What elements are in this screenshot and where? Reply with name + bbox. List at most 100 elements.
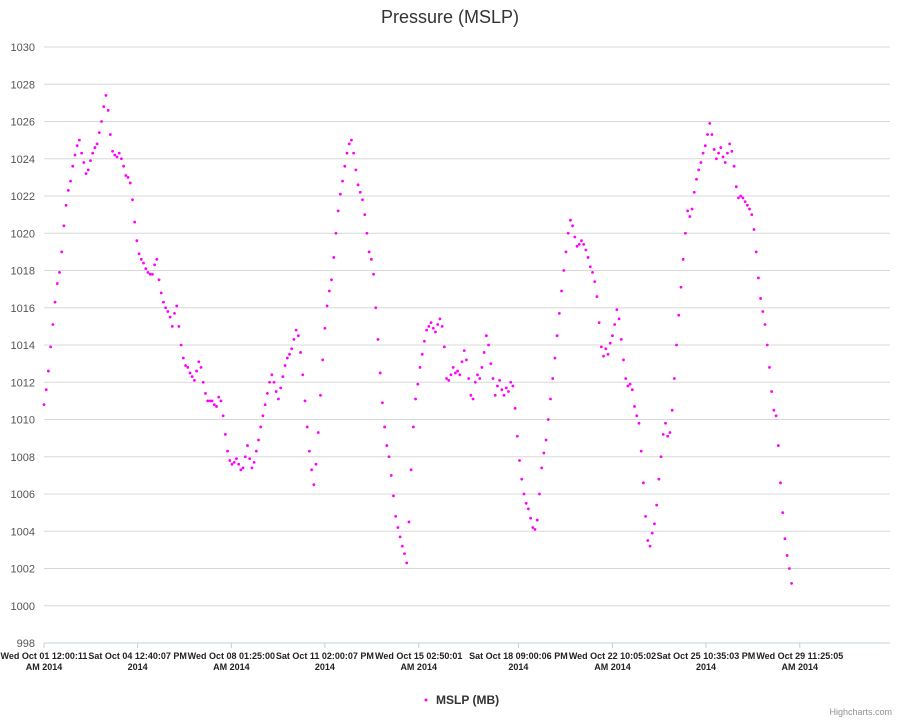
data-point[interactable] (104, 94, 108, 97)
data-point[interactable] (615, 308, 619, 312)
data-point[interactable] (434, 330, 437, 334)
data-point[interactable] (599, 345, 603, 349)
data-point[interactable] (710, 133, 714, 136)
data-point[interactable] (706, 133, 709, 136)
data-point[interactable] (542, 451, 546, 455)
data-point[interactable] (173, 311, 176, 315)
data-point[interactable] (436, 323, 440, 326)
data-point[interactable] (613, 323, 617, 326)
data-point[interactable] (690, 207, 694, 211)
data-point[interactable] (456, 369, 459, 373)
data-point[interactable] (159, 291, 163, 295)
data-point[interactable] (467, 377, 471, 380)
data-point[interactable] (95, 142, 99, 146)
data-point[interactable] (341, 179, 344, 183)
data-point[interactable] (739, 194, 743, 198)
data-point[interactable] (622, 358, 625, 362)
data-point[interactable] (757, 276, 760, 280)
data-point[interactable] (252, 460, 256, 464)
data-point[interactable] (785, 554, 789, 557)
data-point[interactable] (71, 164, 75, 168)
data-point[interactable] (779, 481, 782, 485)
data-point[interactable] (93, 146, 97, 149)
legend-marker-mslp[interactable] (424, 698, 428, 702)
data-point[interactable] (332, 256, 336, 259)
data-point[interactable] (102, 105, 106, 108)
data-point[interactable] (544, 438, 548, 442)
data-point[interactable] (168, 315, 172, 319)
data-point[interactable] (624, 377, 628, 380)
data-point[interactable] (296, 334, 300, 338)
data-point[interactable] (75, 144, 79, 148)
data-point[interactable] (126, 175, 130, 179)
data-point[interactable] (246, 444, 249, 447)
data-point[interactable] (648, 544, 652, 548)
data-point[interactable] (741, 196, 745, 200)
data-point[interactable] (679, 285, 683, 289)
data-point[interactable] (557, 311, 561, 315)
data-point[interactable] (321, 358, 325, 362)
data-point[interactable] (44, 388, 48, 392)
data-point[interactable] (411, 425, 415, 429)
data-point[interactable] (157, 278, 161, 282)
data-point[interactable] (369, 257, 373, 261)
data-point[interactable] (170, 324, 174, 328)
data-point[interactable] (591, 270, 594, 274)
data-point[interactable] (728, 142, 732, 146)
data-point[interactable] (471, 397, 475, 401)
data-point[interactable] (314, 462, 318, 466)
data-point[interactable] (117, 151, 121, 155)
data-point[interactable] (215, 405, 218, 408)
data-point[interactable] (316, 431, 320, 434)
data-point[interactable] (414, 397, 417, 401)
data-point[interactable] (575, 244, 579, 248)
data-point[interactable] (407, 520, 411, 524)
data-point[interactable] (447, 378, 451, 382)
data-point[interactable] (670, 408, 674, 412)
data-point[interactable] (507, 390, 510, 393)
data-point[interactable] (562, 269, 566, 272)
data-point[interactable] (47, 369, 50, 373)
data-point[interactable] (684, 231, 687, 235)
data-point[interactable] (480, 365, 484, 369)
data-point[interactable] (469, 393, 473, 397)
data-point[interactable] (420, 352, 424, 356)
data-point[interactable] (522, 492, 526, 496)
data-point[interactable] (106, 108, 110, 112)
data-point[interactable] (100, 120, 103, 123)
data-point[interactable] (482, 351, 486, 354)
data-point[interactable] (498, 378, 502, 382)
data-point[interactable] (703, 144, 707, 148)
data-point[interactable] (243, 455, 247, 459)
data-point[interactable] (438, 317, 442, 321)
data-point[interactable] (212, 403, 216, 406)
data-point[interactable] (429, 321, 433, 325)
data-point[interactable] (150, 272, 154, 276)
data-point[interactable] (285, 356, 289, 360)
data-point[interactable] (86, 168, 90, 172)
data-point[interactable] (279, 386, 283, 390)
data-point[interactable] (111, 149, 114, 153)
data-point[interactable] (644, 514, 647, 518)
data-point[interactable] (131, 198, 134, 202)
data-point[interactable] (564, 250, 568, 254)
data-point[interactable] (400, 544, 404, 548)
data-point[interactable] (352, 151, 356, 155)
data-point[interactable] (325, 304, 329, 308)
data-point[interactable] (657, 477, 661, 481)
data-point[interactable] (737, 196, 740, 200)
data-point[interactable] (611, 334, 614, 338)
data-point[interactable] (772, 408, 776, 412)
data-point[interactable] (484, 334, 488, 338)
data-point[interactable] (135, 239, 139, 243)
data-point[interactable] (208, 399, 212, 403)
data-point[interactable] (628, 382, 632, 386)
data-point[interactable] (310, 468, 314, 472)
data-point[interactable] (347, 142, 351, 146)
data-point[interactable] (356, 183, 360, 187)
data-point[interactable] (409, 468, 413, 472)
data-point[interactable] (210, 399, 214, 403)
data-point[interactable] (754, 250, 758, 254)
data-point[interactable] (465, 358, 468, 362)
data-point[interactable] (602, 354, 605, 358)
